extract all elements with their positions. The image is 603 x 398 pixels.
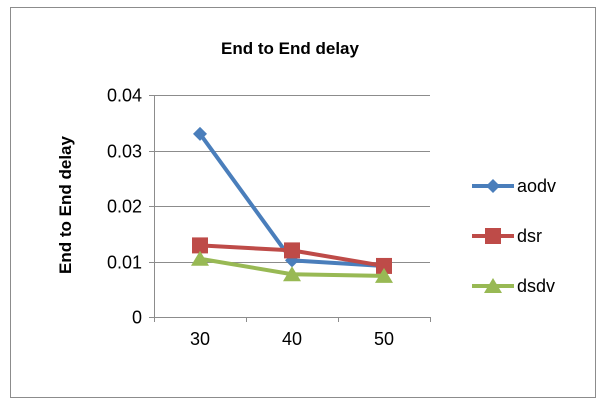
chart-title: End to End delay [221,39,359,58]
legend-marker [484,278,502,293]
data-point-dsdv [283,266,301,282]
axes [149,95,431,322]
y-tick-labels: 0 0.01 0.02 0.03 0.04 [107,86,142,328]
data-point-dsr [284,242,300,259]
x-tick-labels: 30 40 50 [190,329,394,349]
legend-label: dsdv [517,276,555,296]
y-tick-label: 0.01 [107,253,142,273]
series-dsdv [191,250,393,283]
x-tick-label: 50 [374,329,394,349]
data-point-dsdv [375,267,393,283]
legend-label: dsr [517,226,542,246]
data-point-dsr [192,237,208,254]
y-tick-label: 0.03 [107,142,142,162]
series-dsr [192,237,392,274]
series [191,126,393,283]
legend-item-dsdv: dsdv [472,276,555,296]
y-tick-label: 0.04 [107,86,142,106]
data-point-dsr [376,257,392,274]
legend: aodv dsr dsdv [472,176,556,296]
data-point-aodv [193,126,207,141]
legend-item-aodv: aodv [472,176,556,196]
data-point-dsdv [191,250,209,266]
y-tick-label: 0.02 [107,197,142,217]
legend-item-dsr: dsr [472,226,542,246]
chart-frame [10,7,596,398]
y-tick-label: 0 [132,308,142,328]
x-tick-label: 40 [282,329,302,349]
legend-label: aodv [517,176,556,196]
legend-marker [485,228,501,244]
x-tick-label: 30 [190,329,210,349]
y-axis-label: End to End delay [56,136,75,274]
legend-marker [486,179,500,193]
